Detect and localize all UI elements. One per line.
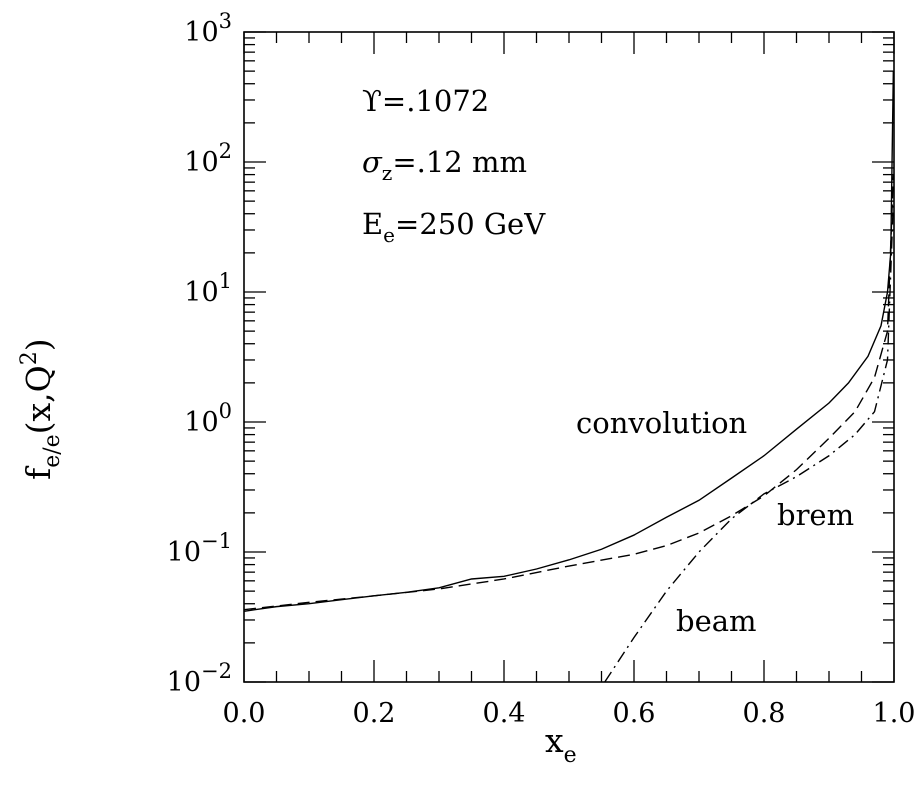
x-tick-label: 0.0 bbox=[223, 698, 266, 729]
series-label-beam: beam bbox=[676, 604, 757, 638]
series-label-convolution: convolution bbox=[576, 406, 747, 440]
x-tick-label: 0.4 bbox=[483, 698, 526, 729]
y-tick-label: 102 bbox=[184, 139, 232, 178]
energy-subscript: e bbox=[383, 223, 395, 247]
x-tick-label: 0.8 bbox=[743, 698, 786, 729]
y-axis-title-main: f bbox=[19, 465, 58, 480]
sigma-symbol: σ bbox=[362, 145, 383, 179]
sigma-annotation: σz=.12 mm bbox=[362, 145, 527, 185]
x-axis-tick-labels: 0.0 0.2 0.4 0.6 0.8 1.0 bbox=[223, 698, 916, 729]
plot-frame bbox=[243, 31, 895, 683]
sigma-subscript: z bbox=[382, 161, 393, 185]
series-brem-line bbox=[243, 174, 895, 611]
x-axis-title-subscript: e bbox=[564, 743, 577, 768]
x-axis-title: xe bbox=[545, 721, 577, 768]
y-axis-title-close: ) bbox=[19, 338, 58, 351]
y-axis-title-subscript: e/e bbox=[40, 434, 65, 467]
sigma-value: =.12 mm bbox=[392, 145, 527, 179]
y-tick-label: 10−1 bbox=[167, 529, 232, 568]
y-tick-label: 103 bbox=[184, 9, 232, 48]
x-axis-ticks bbox=[243, 32, 895, 682]
x-tick-label: 1.0 bbox=[873, 698, 916, 729]
x-tick-label: 0.6 bbox=[613, 698, 656, 729]
upsilon-annotation: ϒ=.1072 bbox=[362, 84, 489, 118]
y-axis-ticks bbox=[244, 31, 894, 683]
energy-annotation: Ee=250 GeV bbox=[362, 207, 546, 247]
y-tick-label: 100 bbox=[184, 399, 232, 438]
y-tick-label: 10−2 bbox=[167, 659, 232, 698]
curves bbox=[243, 71, 895, 683]
y-axis-title-superscript: 2 bbox=[17, 351, 42, 365]
y-axis-title: fe/e(x,Q2) bbox=[17, 338, 65, 480]
y-axis-title-tail: (x,Q bbox=[19, 365, 58, 434]
series-label-brem: brem bbox=[777, 498, 854, 532]
x-tick-label: 0.2 bbox=[353, 698, 396, 729]
energy-symbol: E bbox=[362, 207, 383, 241]
y-axis-tick-labels: 10−2 10−1 100 101 102 103 bbox=[167, 9, 232, 698]
series-beam-line bbox=[604, 201, 895, 683]
y-tick-label: 101 bbox=[184, 269, 232, 308]
energy-value: =250 GeV bbox=[395, 207, 546, 241]
x-axis-title-main: x bbox=[545, 721, 564, 760]
